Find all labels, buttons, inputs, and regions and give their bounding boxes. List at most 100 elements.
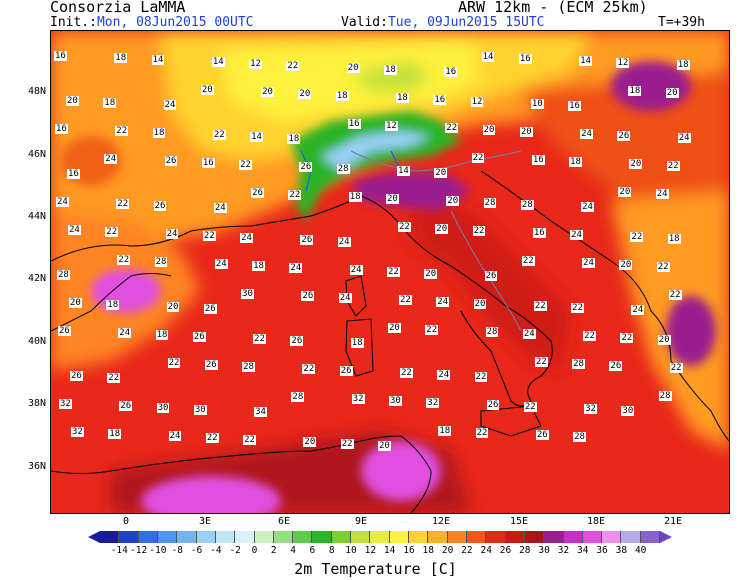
temperature-value: 18 — [155, 330, 169, 340]
temperature-value: 32 — [71, 427, 84, 437]
colorbar-cell — [331, 531, 352, 543]
temperature-value: 28 — [483, 198, 497, 208]
temperature-value: 22 — [471, 153, 485, 163]
colorbar-tick-label: 26 — [499, 545, 512, 556]
colorbar-cell — [505, 531, 525, 543]
temperature-value: 18 — [350, 338, 364, 348]
temperature-value: 24 — [214, 259, 228, 269]
temperature-value: 24 — [655, 189, 669, 199]
temperature-value: 22 — [445, 123, 459, 133]
temperature-value: 22 — [523, 402, 537, 412]
temperature-value: 30 — [621, 406, 635, 416]
temperature-value: 16 — [531, 155, 545, 165]
temperature-value: 28 — [485, 327, 499, 337]
temperature-value: 22 — [167, 358, 181, 368]
temperature-value: 26 — [484, 271, 498, 281]
colorbar-tick-label: 30 — [538, 545, 550, 556]
temperature-value: 20 — [446, 196, 460, 206]
temperature-value: 18 — [114, 53, 128, 63]
colorbar-tick-label: 14 — [383, 545, 396, 556]
colorbar-cell — [138, 531, 158, 543]
temperature-value: 20 — [618, 187, 632, 197]
colorbar-title: 2m Temperature [C] — [294, 560, 457, 578]
lat-tick: 40N — [28, 336, 47, 347]
temperature-value: 10 — [530, 99, 544, 109]
temperature-value: 22 — [202, 231, 216, 241]
cool-band — [221, 41, 481, 121]
temperature-value: 18 — [252, 261, 265, 271]
temperature-value: 24 — [581, 202, 594, 212]
temperature-value: 14 — [579, 56, 592, 66]
coast-north-med — [51, 195, 553, 407]
temperature-value: 20 — [388, 323, 401, 333]
temperature-value: 28 — [658, 391, 672, 401]
coast-adriatic-east — [480, 170, 729, 442]
temperature-value: 26 — [290, 336, 304, 346]
colorbar-tick-label: 38 — [615, 545, 628, 556]
colorbar-tick-label: 4 — [290, 545, 296, 556]
hotspot-greece — [666, 296, 716, 366]
temperature-value: 22 — [533, 301, 547, 311]
temperature-value: 28 — [291, 392, 305, 402]
temperature-value: 22 — [472, 226, 486, 236]
colorbar-cell — [428, 531, 448, 543]
temperature-value: 20 — [303, 437, 317, 447]
lon-tick: 6E — [278, 516, 291, 527]
temperature-value: 26 — [192, 332, 206, 342]
temperature-value: 22 — [288, 190, 302, 200]
hotspot-algeria — [141, 476, 281, 513]
temperature-value: 20 — [166, 302, 180, 312]
coast-sardinia — [345, 318, 374, 377]
lat-tick: 46N — [28, 149, 47, 160]
temperature-value: 16 — [433, 95, 447, 105]
colorbar-cell — [447, 531, 467, 543]
temperature-value: 22 — [475, 428, 489, 438]
temperature-value: 28 — [573, 432, 586, 442]
lon-tick: 9E — [355, 516, 368, 527]
temperature-value: 16 — [67, 169, 80, 179]
temperature-value: 20 — [386, 194, 399, 204]
init-label: Init.: — [50, 15, 97, 30]
colorbar-tick-label: 36 — [596, 545, 608, 556]
colorbar-tick-label: 34 — [577, 545, 589, 556]
temperature-value: 24 — [213, 203, 227, 213]
colorbar-tick-label: 18 — [422, 545, 434, 556]
temperature-value: 34 — [254, 407, 267, 417]
temperature-value: 14 — [151, 55, 165, 65]
temperature-value: 18 — [108, 429, 122, 439]
temperature-value: 30 — [156, 403, 170, 413]
temperature-value: 18 — [667, 234, 681, 244]
temperature-value: 26 — [300, 235, 314, 245]
colorbar-cell — [312, 531, 332, 543]
temperature-value: 18 — [628, 86, 642, 96]
temperature-value: 20 — [519, 127, 533, 137]
temperature-value: 24 — [118, 328, 132, 338]
temperature-value: 16 — [201, 158, 215, 168]
temperature-value: 26 — [58, 326, 71, 336]
temperature-value: 14 — [397, 166, 410, 176]
temperature-value: 22 — [399, 295, 412, 305]
temperature-value: 24 — [240, 233, 253, 243]
lon-tick: 12E — [432, 516, 451, 527]
temperature-value: 18 — [676, 60, 690, 70]
temperature-value: 20 — [298, 89, 312, 99]
temperature-value: 22 — [669, 363, 683, 373]
lon-tick: 3E — [199, 516, 212, 527]
temperature-value: 28 — [242, 362, 255, 372]
temperature-value: 22 — [212, 130, 226, 140]
colorbar-cell — [409, 531, 429, 543]
temperature-value: 24 — [68, 225, 81, 235]
temperature-value: 18 — [384, 65, 397, 75]
temperature-value: 26 — [153, 201, 167, 211]
colorbar-cell — [389, 531, 409, 543]
colorbar-cell — [582, 531, 603, 543]
temperature-value: 12 — [385, 121, 398, 131]
temperature-value: 26 — [339, 366, 353, 376]
temperature-value: 30 — [389, 396, 402, 406]
colorbar-cell — [235, 531, 255, 543]
temperature-value: 16 — [55, 124, 68, 134]
temperature-value: 24 — [522, 329, 536, 339]
temperature-value: 14 — [211, 57, 225, 67]
colorbar-cell — [157, 531, 178, 543]
lon-tick: 18E — [587, 516, 606, 527]
